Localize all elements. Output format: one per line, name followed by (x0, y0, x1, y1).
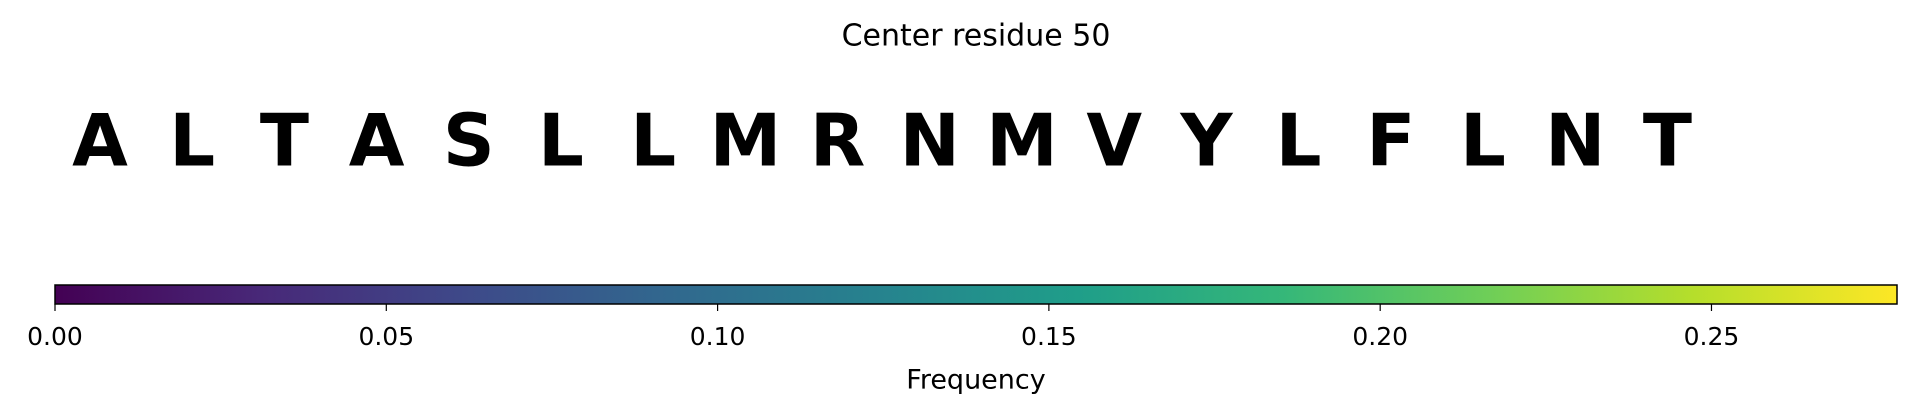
x-tick-label: 0.15 (1021, 322, 1077, 351)
residue-letter: L (1460, 99, 1506, 183)
residue-letter: N (900, 99, 960, 183)
residue-letter: L (1276, 99, 1322, 183)
x-tick-label: 0.00 (27, 322, 83, 351)
residue-letter: L (169, 99, 215, 183)
x-tick-label: 0.10 (690, 322, 746, 351)
x-tick-label: 0.05 (358, 322, 414, 351)
x-tick-label: 0.20 (1352, 322, 1408, 351)
residue-letter: M (710, 99, 782, 183)
residue-letter: V (1086, 99, 1142, 183)
residue-letter: L (538, 99, 584, 183)
x-tick-label: 0.25 (1684, 322, 1740, 351)
residue-letter: A (349, 99, 405, 183)
residue-letter: R (810, 99, 865, 183)
residue-letter: N (1545, 99, 1605, 183)
residue-letter: T (1643, 99, 1692, 183)
residue-letter: F (1366, 99, 1415, 183)
residue-letter: S (443, 99, 495, 183)
colorbar-label: Frequency (906, 365, 1046, 396)
residue-letter: M (986, 99, 1058, 183)
residue-letter: A (72, 99, 128, 183)
colorbar (54, 284, 1898, 305)
residue-letter: T (260, 99, 309, 183)
residue-letter: L (630, 99, 676, 183)
residue-letter: Y (1179, 99, 1233, 183)
chart-title: Center residue 50 (842, 19, 1111, 54)
